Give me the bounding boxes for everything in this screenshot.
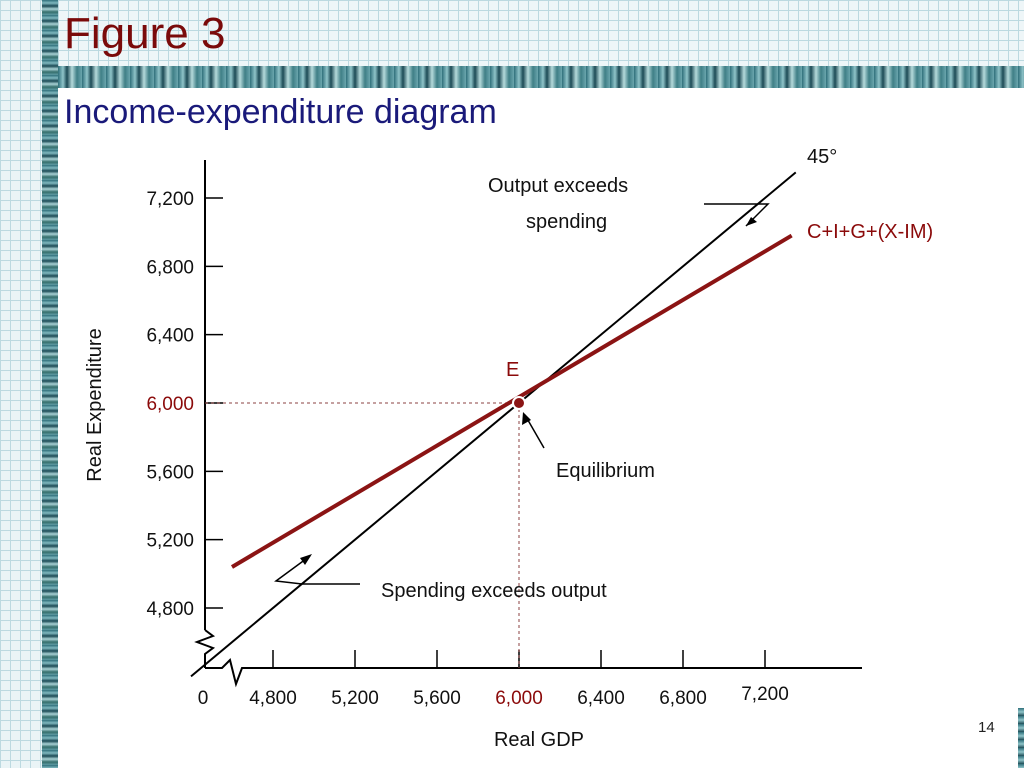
x-tick-label: 5,200 (331, 688, 379, 709)
y-axis-break (194, 629, 216, 668)
y-axis-title: Real Expenditure (84, 328, 106, 481)
equilibrium-annotation: Equilibrium (556, 460, 655, 482)
x-ticks: 0 4,800 5,200 5,600 6,000 6,400 6,800 7,200 (198, 650, 789, 709)
slide-title: Figure 3 (64, 9, 226, 58)
output-exceeds-label-line1: Output exceeds (488, 175, 628, 197)
spending-exceeds-arrowhead (300, 554, 312, 565)
y-ticks: 4,800 5,200 5,600 6,000 6,400 6,800 7,200 (146, 189, 223, 620)
title-decorative-band (58, 66, 1024, 88)
x-tick-label: 6,400 (577, 688, 625, 709)
equilibrium-label: E (506, 359, 519, 381)
x-tick-label: 4,800 (249, 688, 297, 709)
output-exceeds-arrowhead (746, 217, 757, 226)
x-tick-label: 6,000 (495, 688, 543, 709)
x-axis-break (205, 658, 248, 688)
corner-decorative-band (1018, 708, 1024, 768)
left-decorative-band (42, 0, 58, 768)
slide-subtitle: Income-expenditure diagram (64, 93, 497, 131)
spending-exceeds-label: Spending exceeds output (381, 580, 607, 602)
y-tick-label: 7,200 (146, 189, 194, 210)
output-exceeds-label-line2: spending (526, 211, 607, 233)
top-decorative-grid (58, 0, 1024, 66)
x-tick-label: 5,600 (413, 688, 461, 709)
equilibrium-arrowhead (522, 412, 531, 425)
expenditure-line (230, 233, 793, 569)
y-tick-label: 5,200 (146, 531, 194, 552)
output-exceeds-pointer (704, 203, 770, 227)
left-decorative-grid (0, 0, 42, 768)
x-tick-label-origin: 0 (198, 688, 209, 709)
forty-five-degree-line (190, 171, 797, 678)
y-tick-label: 6,800 (146, 257, 194, 278)
y-tick-label: 4,800 (146, 599, 194, 620)
equilibrium-point (512, 396, 526, 410)
y-tick-label: 6,000 (146, 394, 194, 415)
x-axis-title: Real GDP (494, 729, 584, 751)
spending-exceeds-pointer (274, 555, 360, 585)
x-tick-label: 6,800 (659, 688, 707, 709)
forty-five-label: 45° (807, 146, 837, 168)
x-tick-label: 7,200 (741, 684, 789, 705)
page-number: 14 (978, 719, 995, 736)
y-tick-label: 6,400 (146, 326, 194, 347)
expenditure-line-label: C+I+G+(X-IM) (807, 221, 933, 243)
y-tick-label: 5,600 (146, 462, 194, 483)
